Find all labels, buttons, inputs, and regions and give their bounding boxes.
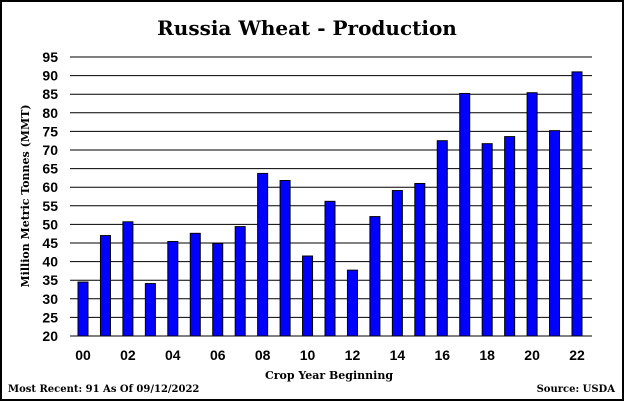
chart-title: Russia Wheat - Production: [157, 16, 457, 40]
bar-19: [504, 136, 516, 337]
bars: [77, 71, 583, 337]
x-tick-label: 00: [75, 347, 91, 363]
y-tick-label: 95: [42, 49, 58, 65]
x-tick-label: 02: [120, 347, 136, 363]
bar-01: [99, 235, 111, 337]
bar-11: [324, 200, 336, 337]
bar-06: [212, 242, 224, 337]
x-tick-label: 18: [479, 347, 495, 363]
x-tick-labels: 00 02 04 06 08 10 12 14 16 18 20 22: [75, 347, 585, 363]
bar-05: [189, 232, 201, 337]
y-tick-label: 65: [42, 161, 58, 177]
bar-09: [279, 180, 291, 337]
x-tick-label: 08: [255, 347, 271, 363]
y-tick-labels: 20 25 30 35 40 45 50 55 60 65 70 75 80 85 90 95: [42, 49, 58, 344]
bar-20: [526, 92, 538, 337]
bar-03: [144, 283, 156, 337]
y-tick-label: 25: [42, 309, 58, 325]
x-tick-label: 22: [569, 347, 585, 363]
bar-22: [571, 71, 583, 337]
bar-15: [414, 182, 426, 337]
bar-13: [369, 216, 381, 337]
bar-02: [122, 221, 134, 337]
y-tick-label: 45: [42, 235, 58, 251]
y-tick-label: 60: [42, 179, 58, 195]
x-tick-label: 16: [434, 347, 450, 363]
footer-source: Source: USDA: [537, 384, 616, 395]
y-tick-label: 35: [42, 272, 58, 288]
y-tick-label: 40: [42, 254, 58, 270]
bar-10: [302, 255, 314, 337]
x-axis-label: Crop Year Beginning: [265, 369, 393, 382]
y-tick-label: 85: [42, 86, 58, 102]
bar-12: [346, 269, 358, 337]
bar-14: [391, 190, 403, 337]
bar-18: [481, 143, 493, 337]
y-tick-label: 70: [42, 142, 58, 158]
bar-04: [167, 241, 179, 337]
x-tick-label: 04: [165, 347, 181, 363]
y-axis-label: Million Metric Tonnes (MMT): [19, 104, 32, 287]
bar-21: [549, 130, 561, 337]
x-tick-label: 12: [345, 347, 361, 363]
y-tick-label: 90: [42, 68, 58, 84]
x-tick-label: 14: [390, 347, 406, 363]
bar-16: [436, 140, 448, 337]
y-tick-label: 80: [42, 105, 58, 121]
x-tick-label: 06: [210, 347, 226, 363]
bar-07: [234, 226, 246, 337]
bar-00: [77, 281, 89, 337]
y-tick-label: 75: [42, 123, 58, 139]
footer-most-recent: Most Recent: 91 As Of 09/12/2022: [8, 384, 199, 395]
y-tick-label: 55: [42, 198, 58, 214]
y-tick-label: 20: [42, 328, 58, 344]
bar-08: [257, 172, 269, 337]
x-tick-label: 10: [300, 347, 316, 363]
x-tick-label: 20: [524, 347, 540, 363]
y-tick-label: 30: [42, 291, 58, 307]
bar-17: [459, 92, 471, 337]
y-tick-label: 50: [42, 216, 58, 232]
